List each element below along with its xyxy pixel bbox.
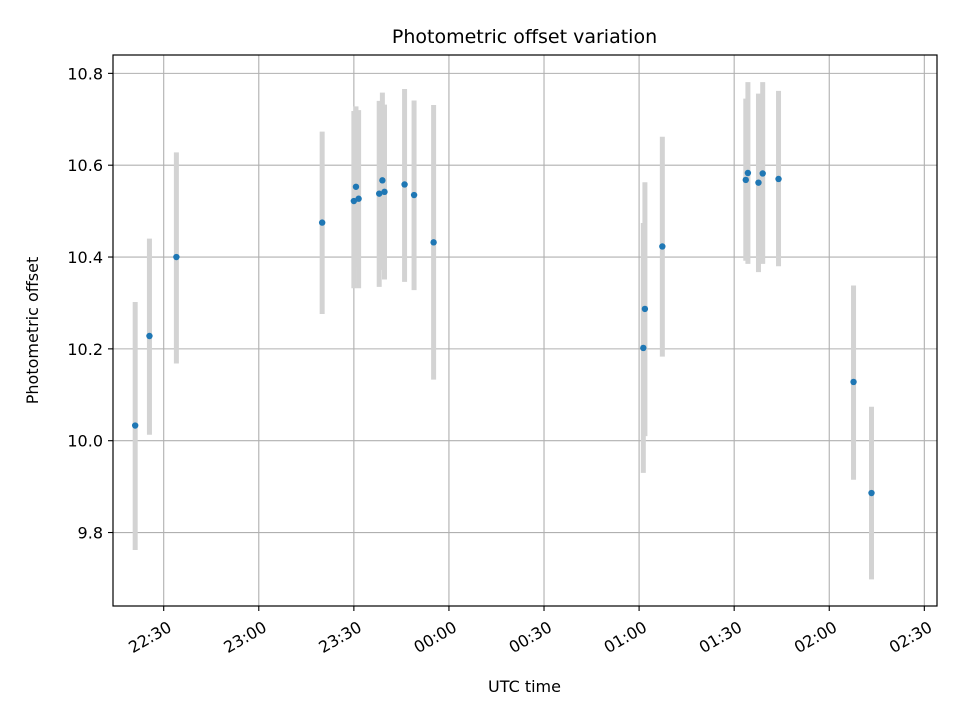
- y-tick-label: 10.4: [67, 248, 103, 267]
- data-point: [376, 190, 383, 197]
- data-point: [379, 177, 386, 184]
- data-point: [742, 176, 749, 184]
- data-point: [401, 181, 408, 188]
- x-tick-label: 01:00: [601, 617, 650, 657]
- y-tick-label: 10.0: [67, 432, 103, 451]
- points: [131, 169, 875, 497]
- data-point: [430, 239, 437, 246]
- grid: [113, 55, 937, 606]
- data-point: [352, 183, 360, 190]
- x-tick-label: 02:30: [886, 617, 935, 657]
- errorbars: [132, 82, 875, 580]
- data-point: [131, 422, 139, 429]
- x-tick-label: 00:00: [411, 617, 460, 657]
- data-point: [755, 179, 762, 186]
- y-tick-label: 9.8: [78, 524, 103, 543]
- data-point: [759, 170, 766, 177]
- y-tick-label: 10.2: [67, 340, 103, 359]
- data-point: [850, 378, 857, 386]
- data-point: [318, 219, 326, 226]
- data-point: [775, 175, 782, 183]
- data-point: [640, 344, 647, 352]
- data-point: [744, 169, 752, 177]
- data-point: [146, 332, 153, 340]
- data-point: [350, 197, 358, 205]
- data-point: [641, 305, 649, 313]
- x-tick-label: 22:30: [125, 617, 174, 657]
- x-tick-label: 00:30: [506, 617, 555, 657]
- data-point: [381, 188, 388, 196]
- chart-title: Photometric offset variation: [392, 26, 657, 48]
- data-point: [659, 243, 666, 250]
- data-point: [173, 253, 180, 261]
- x-tick-label: 01:30: [696, 617, 745, 657]
- x-axis-ticks: 22:30 23:00 23:30 00:00 00:30 01:00 01:30 02:00…: [125, 606, 935, 657]
- x-axis-label: UTC time: [488, 677, 561, 696]
- y-axis-ticks: 9.8 10.0 10.2 10.4 10.6 10.8: [67, 64, 113, 543]
- y-axis-label: Photometric offset: [23, 257, 42, 405]
- x-tick-label: 23:30: [315, 617, 364, 657]
- data-point: [868, 489, 875, 497]
- data-point: [410, 191, 418, 199]
- y-tick-label: 10.6: [67, 156, 103, 175]
- y-tick-label: 10.8: [67, 64, 103, 83]
- x-tick-label: 02:00: [791, 617, 840, 657]
- plot-frame: [112, 54, 938, 607]
- x-tick-label: 23:00: [220, 617, 269, 657]
- data-point: [355, 195, 362, 202]
